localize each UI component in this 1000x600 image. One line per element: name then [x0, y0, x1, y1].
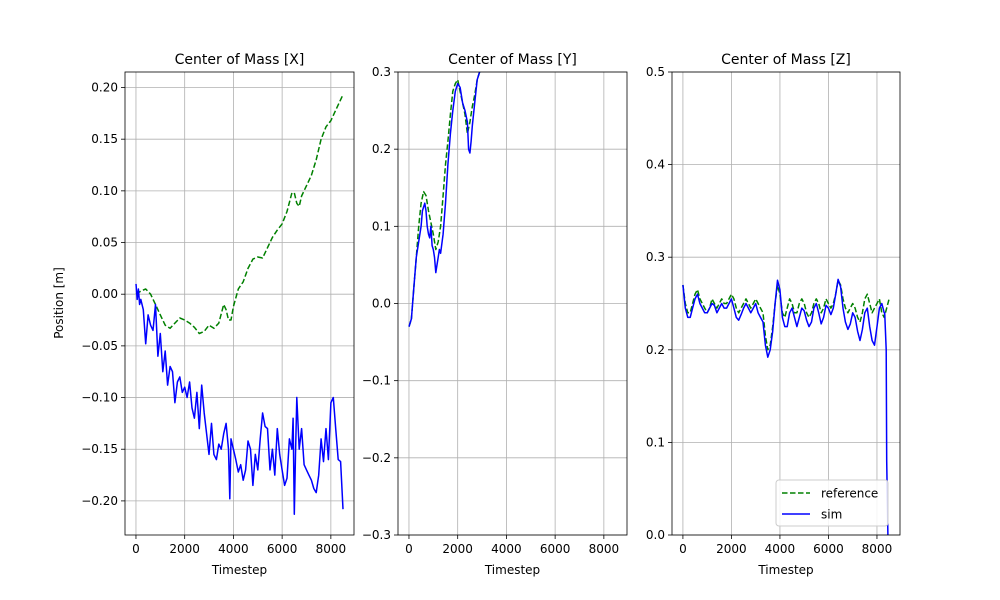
chart-title: Center of Mass [X] — [175, 52, 305, 68]
x-tick-label: 0 — [132, 542, 140, 556]
x-tick-label: 6000 — [267, 542, 298, 556]
x-axis-label: Timestep — [757, 563, 813, 577]
x-tick-label: 6000 — [540, 542, 571, 556]
plot-area: 0 2000 4000 6000 8000 0.5 0.4 0.3 0.2 0.1 0.0 — [646, 65, 901, 556]
y-tick-label: −0.20 — [81, 494, 118, 508]
y-tick-label: −0.10 — [81, 391, 118, 405]
chart-title: Center of Mass [Y] — [448, 52, 577, 68]
legend: reference sim — [775, 479, 889, 527]
y-tick-label: 0.3 — [372, 65, 391, 79]
y-tick-label: 0.0 — [646, 528, 665, 542]
x-tick-label: 2000 — [716, 542, 747, 556]
x-tick-label: 8000 — [589, 542, 620, 556]
x-tick-label: 2000 — [169, 542, 200, 556]
y-tick-label: −0.1 — [362, 374, 391, 388]
legend-label-reference: reference — [821, 487, 878, 501]
legend-label-sim: sim — [821, 508, 842, 522]
y-tick-label: 0.10 — [91, 184, 118, 198]
x-tick-label: 4000 — [491, 542, 522, 556]
y-tick-label: 0.1 — [372, 219, 391, 233]
y-tick-label: 0.2 — [372, 142, 391, 156]
x-tick-label: 4000 — [218, 542, 249, 556]
y-tick-label: 0.05 — [91, 236, 118, 250]
x-tick-label: 2000 — [442, 542, 473, 556]
y-tick-label: 0.1 — [646, 435, 665, 449]
axes-frame — [671, 71, 901, 536]
plot-area: 0 2000 4000 6000 8000 0.3 0.2 0.1 0.0 −0.1 −0.2 −0.… — [362, 65, 628, 556]
y-tick-label: −0.05 — [81, 339, 118, 353]
y-tick-label: 0.0 — [372, 297, 391, 311]
series-line-sim — [682, 278, 889, 535]
y-tick-label: 0.3 — [646, 250, 665, 264]
series-line-sim — [135, 283, 344, 516]
x-tick-label: 0 — [405, 542, 413, 556]
y-tick-label: 0.00 — [91, 287, 118, 301]
y-tick-label: 0.15 — [91, 132, 118, 146]
x-tick-label: 8000 — [316, 542, 347, 556]
y-tick-label: 0.2 — [646, 343, 665, 357]
series-line-sim — [408, 72, 481, 327]
y-tick-label: 0.4 — [646, 158, 665, 172]
chart-panel-x: Center of Mass [X] 0 2000 4000 6000 8000 0.20… — [52, 52, 355, 577]
chart-panel-y: Center of Mass [Y] 0 2000 4000 6000 80000.30… — [362, 52, 628, 577]
y-tick-label: −0.15 — [81, 442, 118, 456]
x-tick-label: 6000 — [813, 542, 844, 556]
x-tick-label: 8000 — [862, 542, 893, 556]
y-axis-label: Position [m] — [52, 267, 66, 339]
y-tick-label: 0.20 — [91, 81, 118, 95]
y-tick-label: −0.3 — [362, 528, 391, 542]
series-line-reference — [135, 94, 344, 335]
series-line-reference — [682, 279, 890, 351]
y-tick-label: 0.5 — [646, 65, 665, 79]
axes-frame — [124, 71, 355, 536]
x-tick-label: 4000 — [765, 542, 796, 556]
x-axis-label: Timestep — [211, 563, 267, 577]
x-tick-label: 0 — [679, 542, 687, 556]
plot-area: 0 2000 4000 6000 8000 0.20 0.15 0.10 0.05 0.00 −0.… — [81, 71, 355, 556]
chart-title: Center of Mass [Z] — [721, 52, 851, 68]
chart-panel-z: Center of Mass [Z] 0 2000 4000 6000 80000.50… — [646, 52, 901, 577]
y-tick-label: −0.2 — [362, 451, 391, 465]
x-axis-label: Timestep — [484, 563, 540, 577]
